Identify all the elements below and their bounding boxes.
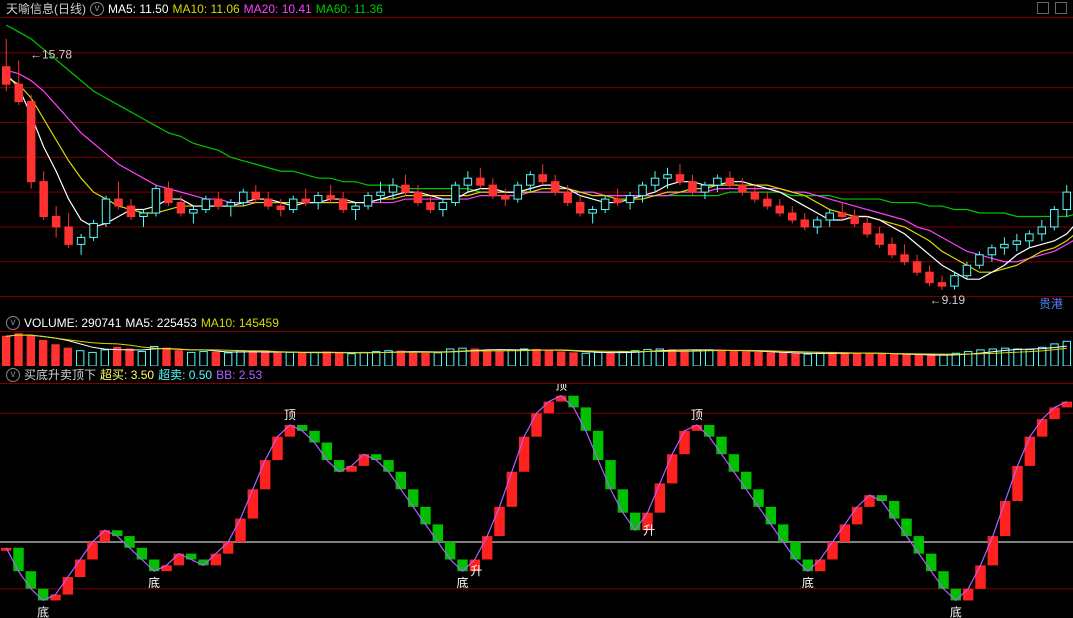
oversold-label: 超卖: 0.50 xyxy=(158,366,212,384)
svg-text:←9.19: ←9.19 xyxy=(930,293,966,307)
osc-title: 买底升卖顶下 xyxy=(24,366,96,384)
vol-ma5-label: MA5: 225453 xyxy=(125,314,196,332)
svg-text:底: 底 xyxy=(148,575,160,590)
vol-ma10-label: MA10: 145459 xyxy=(201,314,279,332)
vol-label: VOLUME: 290741 xyxy=(24,314,121,332)
ma20-label: MA20: 10.41 xyxy=(244,0,312,18)
svg-text:←15.78: ←15.78 xyxy=(30,47,72,61)
ma60-label: MA60: 11.36 xyxy=(316,0,383,18)
oscillator-panel: v 买底升卖顶下 超买: 3.50 超卖: 0.50 BB: 2.53 底底顶底… xyxy=(0,366,1073,618)
close-icon[interactable] xyxy=(1055,2,1067,14)
overbought-label: 超买: 3.50 xyxy=(100,366,154,384)
volume-chart[interactable] xyxy=(0,332,1073,366)
bb-label: BB: 2.53 xyxy=(216,366,262,384)
stock-title: 天喻信息(日线) xyxy=(6,0,86,18)
svg-text:底: 底 xyxy=(802,575,814,590)
svg-text:底: 底 xyxy=(37,604,49,618)
price-header: 天喻信息(日线) v MA5: 11.50 MA10: 11.06 MA20: … xyxy=(0,0,1073,18)
price-panel: 天喻信息(日线) v MA5: 11.50 MA10: 11.06 MA20: … xyxy=(0,0,1073,314)
svg-text:顶: 顶 xyxy=(555,384,567,393)
oscillator-chart[interactable]: 底底顶底升顶升顶底底 xyxy=(0,384,1073,618)
ma10-label: MA10: 11.06 xyxy=(173,0,240,18)
dropdown-icon[interactable]: v xyxy=(6,316,20,330)
oscillator-header: v 买底升卖顶下 超买: 3.50 超卖: 0.50 BB: 2.53 xyxy=(0,366,1073,384)
dropdown-icon[interactable]: v xyxy=(6,368,20,382)
volume-header: v VOLUME: 290741 MA5: 225453 MA10: 14545… xyxy=(0,314,1073,332)
svg-text:底: 底 xyxy=(456,575,468,590)
restore-icon[interactable] xyxy=(1037,2,1049,14)
svg-text:贵港: 贵港 xyxy=(1039,297,1063,311)
volume-panel: v VOLUME: 290741 MA5: 225453 MA10: 14545… xyxy=(0,314,1073,366)
price-chart[interactable]: ←15.78 ←9.19 贵港 xyxy=(0,18,1073,314)
svg-text:顶: 顶 xyxy=(284,408,296,422)
dropdown-icon[interactable]: v xyxy=(90,2,104,16)
ma5-label: MA5: 11.50 xyxy=(108,0,169,18)
svg-text:底: 底 xyxy=(950,604,962,618)
svg-text:顶: 顶 xyxy=(691,408,703,422)
svg-text:升: 升 xyxy=(471,564,483,578)
svg-text:升: 升 xyxy=(643,523,655,537)
